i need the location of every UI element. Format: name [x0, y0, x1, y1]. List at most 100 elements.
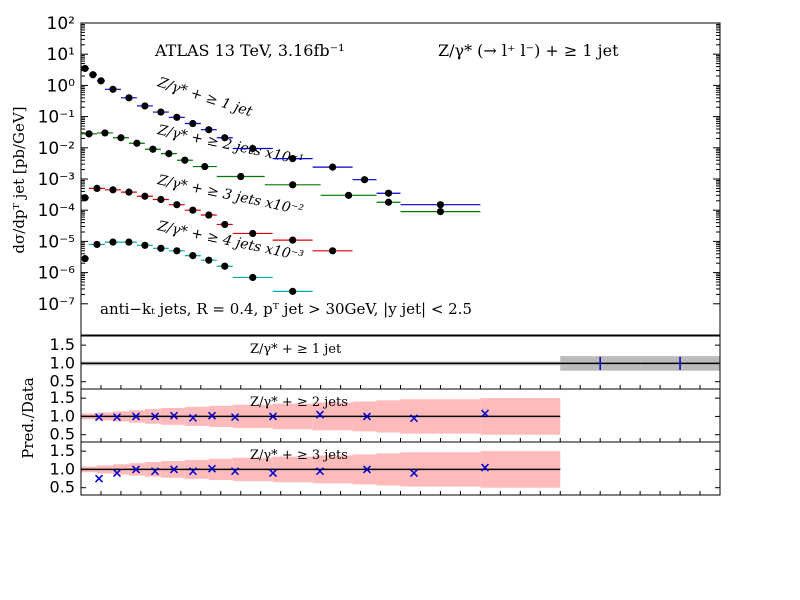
data-point: [141, 192, 149, 200]
data-point: [109, 238, 117, 246]
ratio-y-tick-label: 1.0: [50, 459, 75, 478]
data-point: [93, 184, 101, 192]
ratio-marker: [480, 463, 490, 472]
y-tick-label: 10⁰: [47, 76, 76, 96]
data-point: [141, 102, 149, 110]
data-point: [384, 189, 393, 197]
data-point: [125, 238, 133, 246]
ratio-marker: [409, 469, 419, 478]
ratio-panel: 0.51.01.5 Z/γ* + ≥ 3 jets: [50, 441, 721, 497]
data-point: [97, 77, 105, 85]
y-tick-label: 10⁻⁴: [38, 201, 76, 221]
series-label: Z/γ* + ≥ 2 jets x10⁻¹: [155, 122, 305, 169]
ratio-marker: [131, 465, 141, 474]
data-point: [360, 176, 369, 184]
data-point: [205, 256, 213, 264]
data-point: [221, 262, 229, 270]
series-group: [81, 238, 313, 295]
ratio-y-tick-label: 1.0: [50, 353, 75, 372]
data-point: [101, 129, 109, 137]
ratio-marker: [362, 465, 372, 474]
ratio-marker: [268, 412, 278, 421]
data-point: [157, 108, 165, 116]
data-point: [237, 172, 245, 181]
y-axis-label: dσ/dpᵀ jet [pb/GeV]: [10, 106, 28, 253]
ratio-panel-label: Z/γ* + ≥ 2 jets: [250, 395, 348, 410]
ratio-marker: [409, 414, 419, 423]
data-point: [436, 201, 445, 209]
ratio-y-tick-label: 0.5: [50, 372, 75, 391]
data-point: [125, 94, 133, 102]
data-point: [189, 206, 197, 214]
series-group: [81, 184, 353, 255]
ratio-marker: [150, 412, 160, 421]
data-point: [221, 220, 229, 229]
data-point: [205, 126, 213, 134]
series-group: [81, 64, 481, 209]
data-point: [109, 85, 117, 93]
data-point: [221, 134, 229, 142]
data-point: [89, 71, 97, 79]
data-point: [289, 287, 297, 295]
data-point: [157, 244, 165, 252]
y-tick-label: 10⁻³: [38, 170, 75, 190]
main-spectrum-panel: 10⁻⁷ 10⁻⁶ 10⁻⁵ 10⁻⁴ 10⁻³ 10⁻² 10⁻¹ 10⁰ 10¹ 10² dσ/…: [10, 14, 721, 336]
data-point: [173, 113, 181, 121]
data-point: [149, 145, 157, 153]
ratio-y-tick-label: 0.5: [50, 478, 75, 497]
ratio-panel: 0.51.01.5 Z/γ* + ≥ 2 jets: [50, 388, 721, 444]
ratio-panel: 0.51.01.5 Z/γ* + ≥ 1 jet: [50, 335, 721, 391]
data-point: [181, 156, 189, 164]
data-point: [249, 273, 257, 282]
data-point: [165, 150, 173, 158]
ratio-marker: [230, 467, 240, 476]
data-point: [81, 64, 89, 73]
data-point: [189, 252, 197, 260]
data-point: [289, 181, 297, 189]
ratio-y-tick-label: 1.5: [50, 335, 75, 354]
ratio-y-axis-label: Pred./Data: [19, 377, 37, 459]
series-label: Z/γ* + ≥ 4 jets x10⁻³: [155, 218, 305, 265]
y-tick-label: 10⁻²: [38, 139, 75, 159]
data-point: [157, 195, 165, 204]
ratio-marker: [230, 413, 240, 422]
data-point: [85, 130, 93, 138]
data-point: [93, 240, 101, 249]
ratio-marker: [112, 413, 122, 422]
ratio-marker: [480, 409, 490, 418]
y-tick-label: 10⁻⁶: [38, 264, 76, 284]
ratio-marker: [207, 464, 217, 473]
y-tick-label: 10⁻¹: [38, 108, 75, 128]
ratio-marker: [150, 467, 160, 476]
ratio-marker: [94, 474, 104, 483]
data-point: [329, 247, 337, 255]
y-tick-label: 10²: [47, 14, 75, 34]
data-point: [133, 139, 141, 147]
data-point: [81, 194, 89, 202]
title-right: Z/γ* (→ l⁺ l⁻) + ≥ 1 jet: [438, 41, 619, 60]
series-label: Z/γ* + ≥ 1 jet: [155, 74, 255, 120]
data-point: [329, 163, 337, 171]
ratio-marker: [188, 413, 198, 422]
data-point: [117, 134, 125, 142]
ratio-marker: [112, 469, 122, 478]
data-point: [436, 208, 445, 216]
ratio-marker: [169, 465, 179, 474]
data-point: [249, 144, 257, 153]
data-point: [109, 186, 117, 194]
ratio-marker: [207, 411, 217, 420]
ratio-marker: [169, 411, 179, 420]
data-point: [173, 247, 181, 255]
y-tick-label: 10⁻⁷: [38, 295, 76, 315]
ratio-marker: [188, 467, 198, 476]
ratio-y-tick-label: 1.0: [50, 406, 75, 425]
data-point: [384, 198, 393, 206]
data-point: [289, 155, 297, 163]
data-point: [189, 119, 197, 128]
ratio-y-tick-label: 1.5: [50, 388, 75, 407]
series-label: Z/γ* + ≥ 3 jets x10⁻²: [155, 172, 305, 219]
data-point: [205, 211, 213, 219]
ratio-marker: [94, 413, 104, 422]
